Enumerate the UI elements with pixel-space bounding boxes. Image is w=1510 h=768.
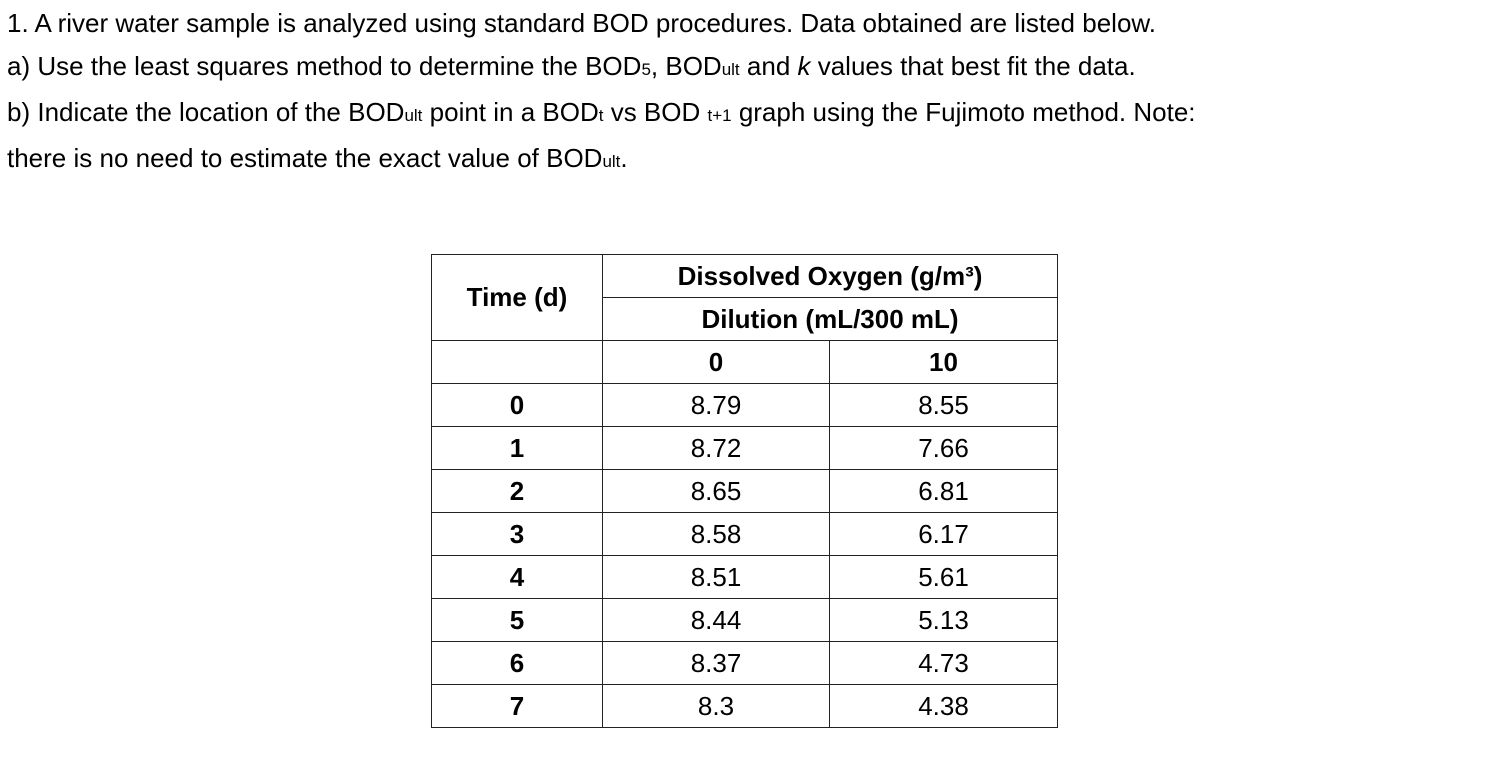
subscript: t+1: [707, 106, 732, 125]
question: 1. A river water sample is analyzed usin…: [7, 2, 1196, 183]
time-cell: 4: [431, 555, 603, 599]
text: and: [739, 51, 798, 81]
text: there is no need to estimate the exact v…: [7, 143, 603, 173]
value-cell: 8.55: [829, 383, 1058, 427]
text: .: [620, 143, 628, 173]
question-line: there is no need to estimate the exact v…: [7, 137, 1196, 183]
question-line: b) Indicate the location of the BODult p…: [7, 91, 1196, 137]
value-cell: 8.58: [602, 512, 830, 556]
value-cell: 4.73: [829, 641, 1058, 685]
text: vs BOD: [603, 97, 708, 127]
header-row: Dilution (mL/300 mL): [432, 297, 1058, 341]
value-cell: 8.37: [602, 641, 830, 685]
value-cell: 8.44: [602, 598, 830, 642]
text: b) Indicate the location of the BOD: [7, 97, 405, 127]
question-line: a) Use the least squares method to deter…: [7, 45, 1196, 91]
text: point in a BOD: [422, 97, 599, 127]
value-cell: 8.79: [602, 383, 830, 427]
text: 1. A river water sample is analyzed usin…: [7, 8, 1156, 38]
data-table: Time (d) Dissolved Oxygen (g/m³) Dilutio…: [431, 254, 1058, 728]
value-cell: 6.17: [829, 512, 1058, 556]
text: graph using the Fujimoto method. Note:: [731, 97, 1196, 127]
value-cell: 7.66: [829, 426, 1058, 470]
data-row: 0 8.79 8.55: [431, 383, 1058, 427]
data-row: 3 8.58 6.17: [431, 512, 1058, 556]
table-body: Time (d) Dissolved Oxygen (g/m³) Dilutio…: [431, 254, 1058, 728]
column-header: 10: [829, 340, 1058, 384]
value-cell: 8.3: [602, 684, 830, 728]
value-cell: 6.81: [829, 469, 1058, 513]
time-cell: 2: [431, 469, 603, 513]
group-header: Dissolved Oxygen (g/m³): [602, 254, 1058, 298]
time-header: Time (d): [431, 254, 603, 341]
subscript: ult: [404, 106, 423, 125]
time-cell: 6: [431, 641, 603, 685]
data-row: 2 8.65 6.81: [431, 469, 1058, 513]
question-line: 1. A river water sample is analyzed usin…: [7, 2, 1196, 45]
column-header: 0: [602, 340, 830, 384]
subscript: 5: [641, 60, 651, 79]
data-row: 7 8.3 4.38: [431, 684, 1058, 728]
italic-text: k: [797, 51, 811, 81]
header-row: 0 10: [431, 340, 1058, 384]
subscript: ult: [602, 152, 621, 171]
value-cell: 5.13: [829, 598, 1058, 642]
time-cell: 1: [431, 426, 603, 470]
time-cell: 7: [431, 684, 603, 728]
time-cell: 3: [431, 512, 603, 556]
data-row: 6 8.37 4.73: [431, 641, 1058, 685]
time-cell: 0: [431, 383, 603, 427]
text: values that best fit the data.: [810, 51, 1136, 81]
data-row: 1 8.72 7.66: [431, 426, 1058, 470]
value-cell: 8.65: [602, 469, 830, 513]
subscript: t: [598, 106, 604, 125]
data-row: 4 8.51 5.61: [431, 555, 1058, 599]
text: , BOD: [650, 51, 722, 81]
value-cell: 8.72: [602, 426, 830, 470]
header-row: Time (d) Dissolved Oxygen (g/m³): [431, 254, 1058, 341]
value-cell: 5.61: [829, 555, 1058, 599]
text: a) Use the least squares method to deter…: [7, 51, 642, 81]
value-cell: 8.51: [602, 555, 830, 599]
subscript: ult: [721, 60, 740, 79]
empty-cell: [431, 340, 603, 384]
data-row: 5 8.44 5.13: [431, 598, 1058, 642]
time-cell: 5: [431, 598, 603, 642]
value-cell: 4.38: [829, 684, 1058, 728]
sub-header: Dilution (mL/300 mL): [602, 297, 1058, 341]
